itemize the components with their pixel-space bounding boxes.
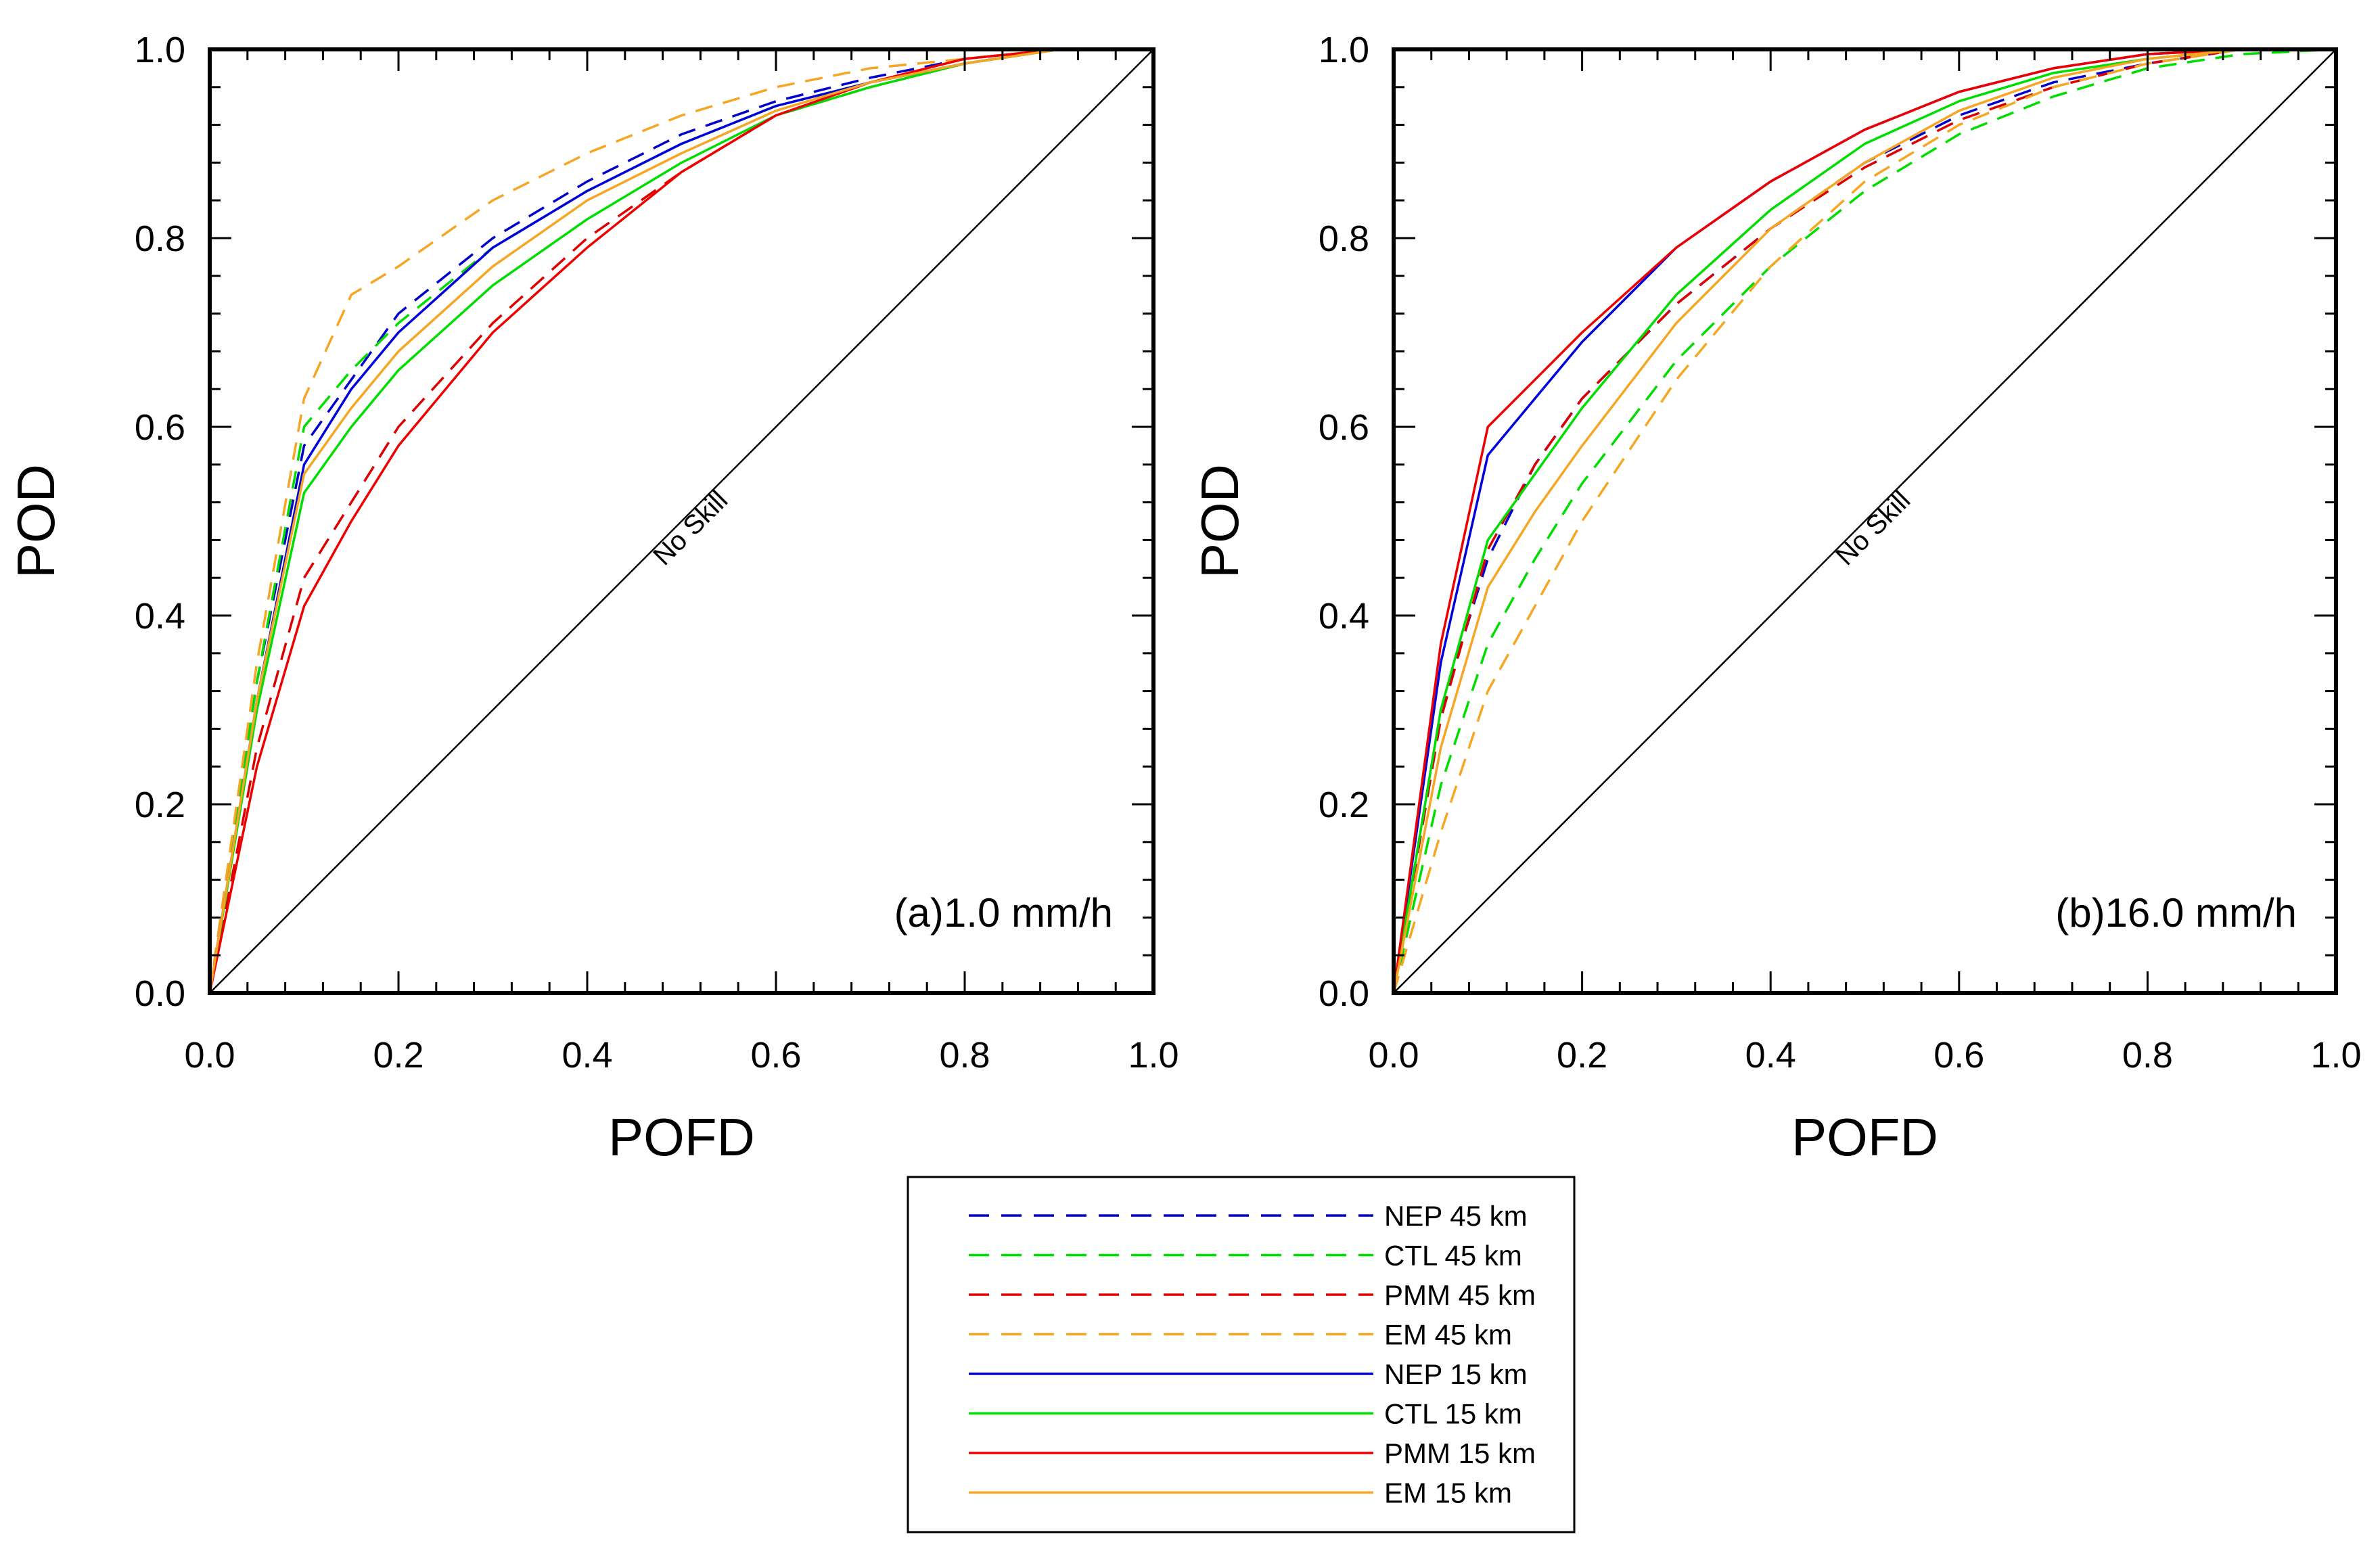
legend-label: PMM 45 km xyxy=(1384,1279,1536,1311)
no-skill-line-b xyxy=(1393,49,2337,994)
y-tick-label: 1.0 xyxy=(1319,30,1369,70)
ticks-b xyxy=(1392,48,2337,994)
plot-frame-b xyxy=(1392,47,2338,995)
no-skill-line-a xyxy=(209,49,1154,994)
legend-label: PMM 15 km xyxy=(1384,1437,1536,1469)
series-em-45-km-a xyxy=(208,48,1153,994)
legend-box xyxy=(907,1176,1576,1533)
x-tick-label: 0.0 xyxy=(1368,1035,1419,1076)
x-tick-label: 0.6 xyxy=(750,1035,801,1076)
legend-label: NEP 15 km xyxy=(1384,1358,1528,1390)
y-tick-label: 0.0 xyxy=(135,973,185,1014)
y-tick-label: 0.0 xyxy=(1319,973,1369,1014)
x-tick-label: 0.2 xyxy=(1557,1035,1607,1076)
legend: NEP 45 km CTL 45 km PMM 45 km EM 45 km NEP 1… xyxy=(907,1176,1576,1533)
y-axis-label-b: POD xyxy=(1190,464,1250,578)
y-tick-label: 0.6 xyxy=(1319,407,1369,448)
y-tick-label: 0.2 xyxy=(135,785,185,825)
x-tick-label: 0.2 xyxy=(373,1035,424,1076)
y-tick-label: 0.4 xyxy=(1319,596,1369,637)
roc-panel-b: No Skill 0.0 0.2 0.4 0.6 0.8 1.0 0.0 0.2 0.4 0.6 0.… xyxy=(1190,30,2362,1167)
x-tick-label: 0.8 xyxy=(939,1035,990,1076)
y-tick-label: 0.2 xyxy=(1319,785,1369,825)
y-axis-label-a: POD xyxy=(6,464,66,578)
x-tick-label: 0.0 xyxy=(184,1035,235,1076)
plot-frame-a xyxy=(208,47,1155,995)
roc-panel-a: No Skill 0.0 0.2 0.4 0.6 0.8 1.0 0.0 0.2 0.4 0.6 0.… xyxy=(6,30,1179,1167)
y-tick-label: 0.6 xyxy=(135,407,185,448)
panel-label-a: (a)1.0 mm/h xyxy=(894,890,1113,936)
y-tick-label: 0.4 xyxy=(135,596,185,637)
x-axis-label-a: POFD xyxy=(608,1107,755,1167)
legend-label: CTL 45 km xyxy=(1384,1240,1522,1272)
y-tick-label: 0.8 xyxy=(1319,218,1369,259)
x-tick-label: 0.8 xyxy=(2122,1035,2173,1076)
x-axis-label-b: POFD xyxy=(1791,1107,1938,1167)
legend-label: EM 45 km xyxy=(1384,1319,1512,1351)
legend-label: NEP 45 km xyxy=(1384,1200,1528,1232)
no-skill-label-b: No Skill xyxy=(1830,485,1916,571)
ticks-a xyxy=(208,48,1155,994)
x-tick-label: 1.0 xyxy=(2310,1035,2361,1076)
y-tick-label: 0.8 xyxy=(135,218,185,259)
panel-label-b: (b)16.0 mm/h xyxy=(2055,890,2297,936)
no-skill-label-a: No Skill xyxy=(647,485,733,571)
x-tick-label: 0.6 xyxy=(1933,1035,1984,1076)
x-tick-label: 0.4 xyxy=(562,1035,612,1076)
x-tick-label: 1.0 xyxy=(1128,1035,1178,1076)
y-tick-label: 1.0 xyxy=(135,30,185,70)
legend-label: EM 15 km xyxy=(1384,1477,1512,1509)
legend-label: CTL 15 km xyxy=(1384,1398,1522,1430)
x-tick-label: 0.4 xyxy=(1745,1035,1796,1076)
